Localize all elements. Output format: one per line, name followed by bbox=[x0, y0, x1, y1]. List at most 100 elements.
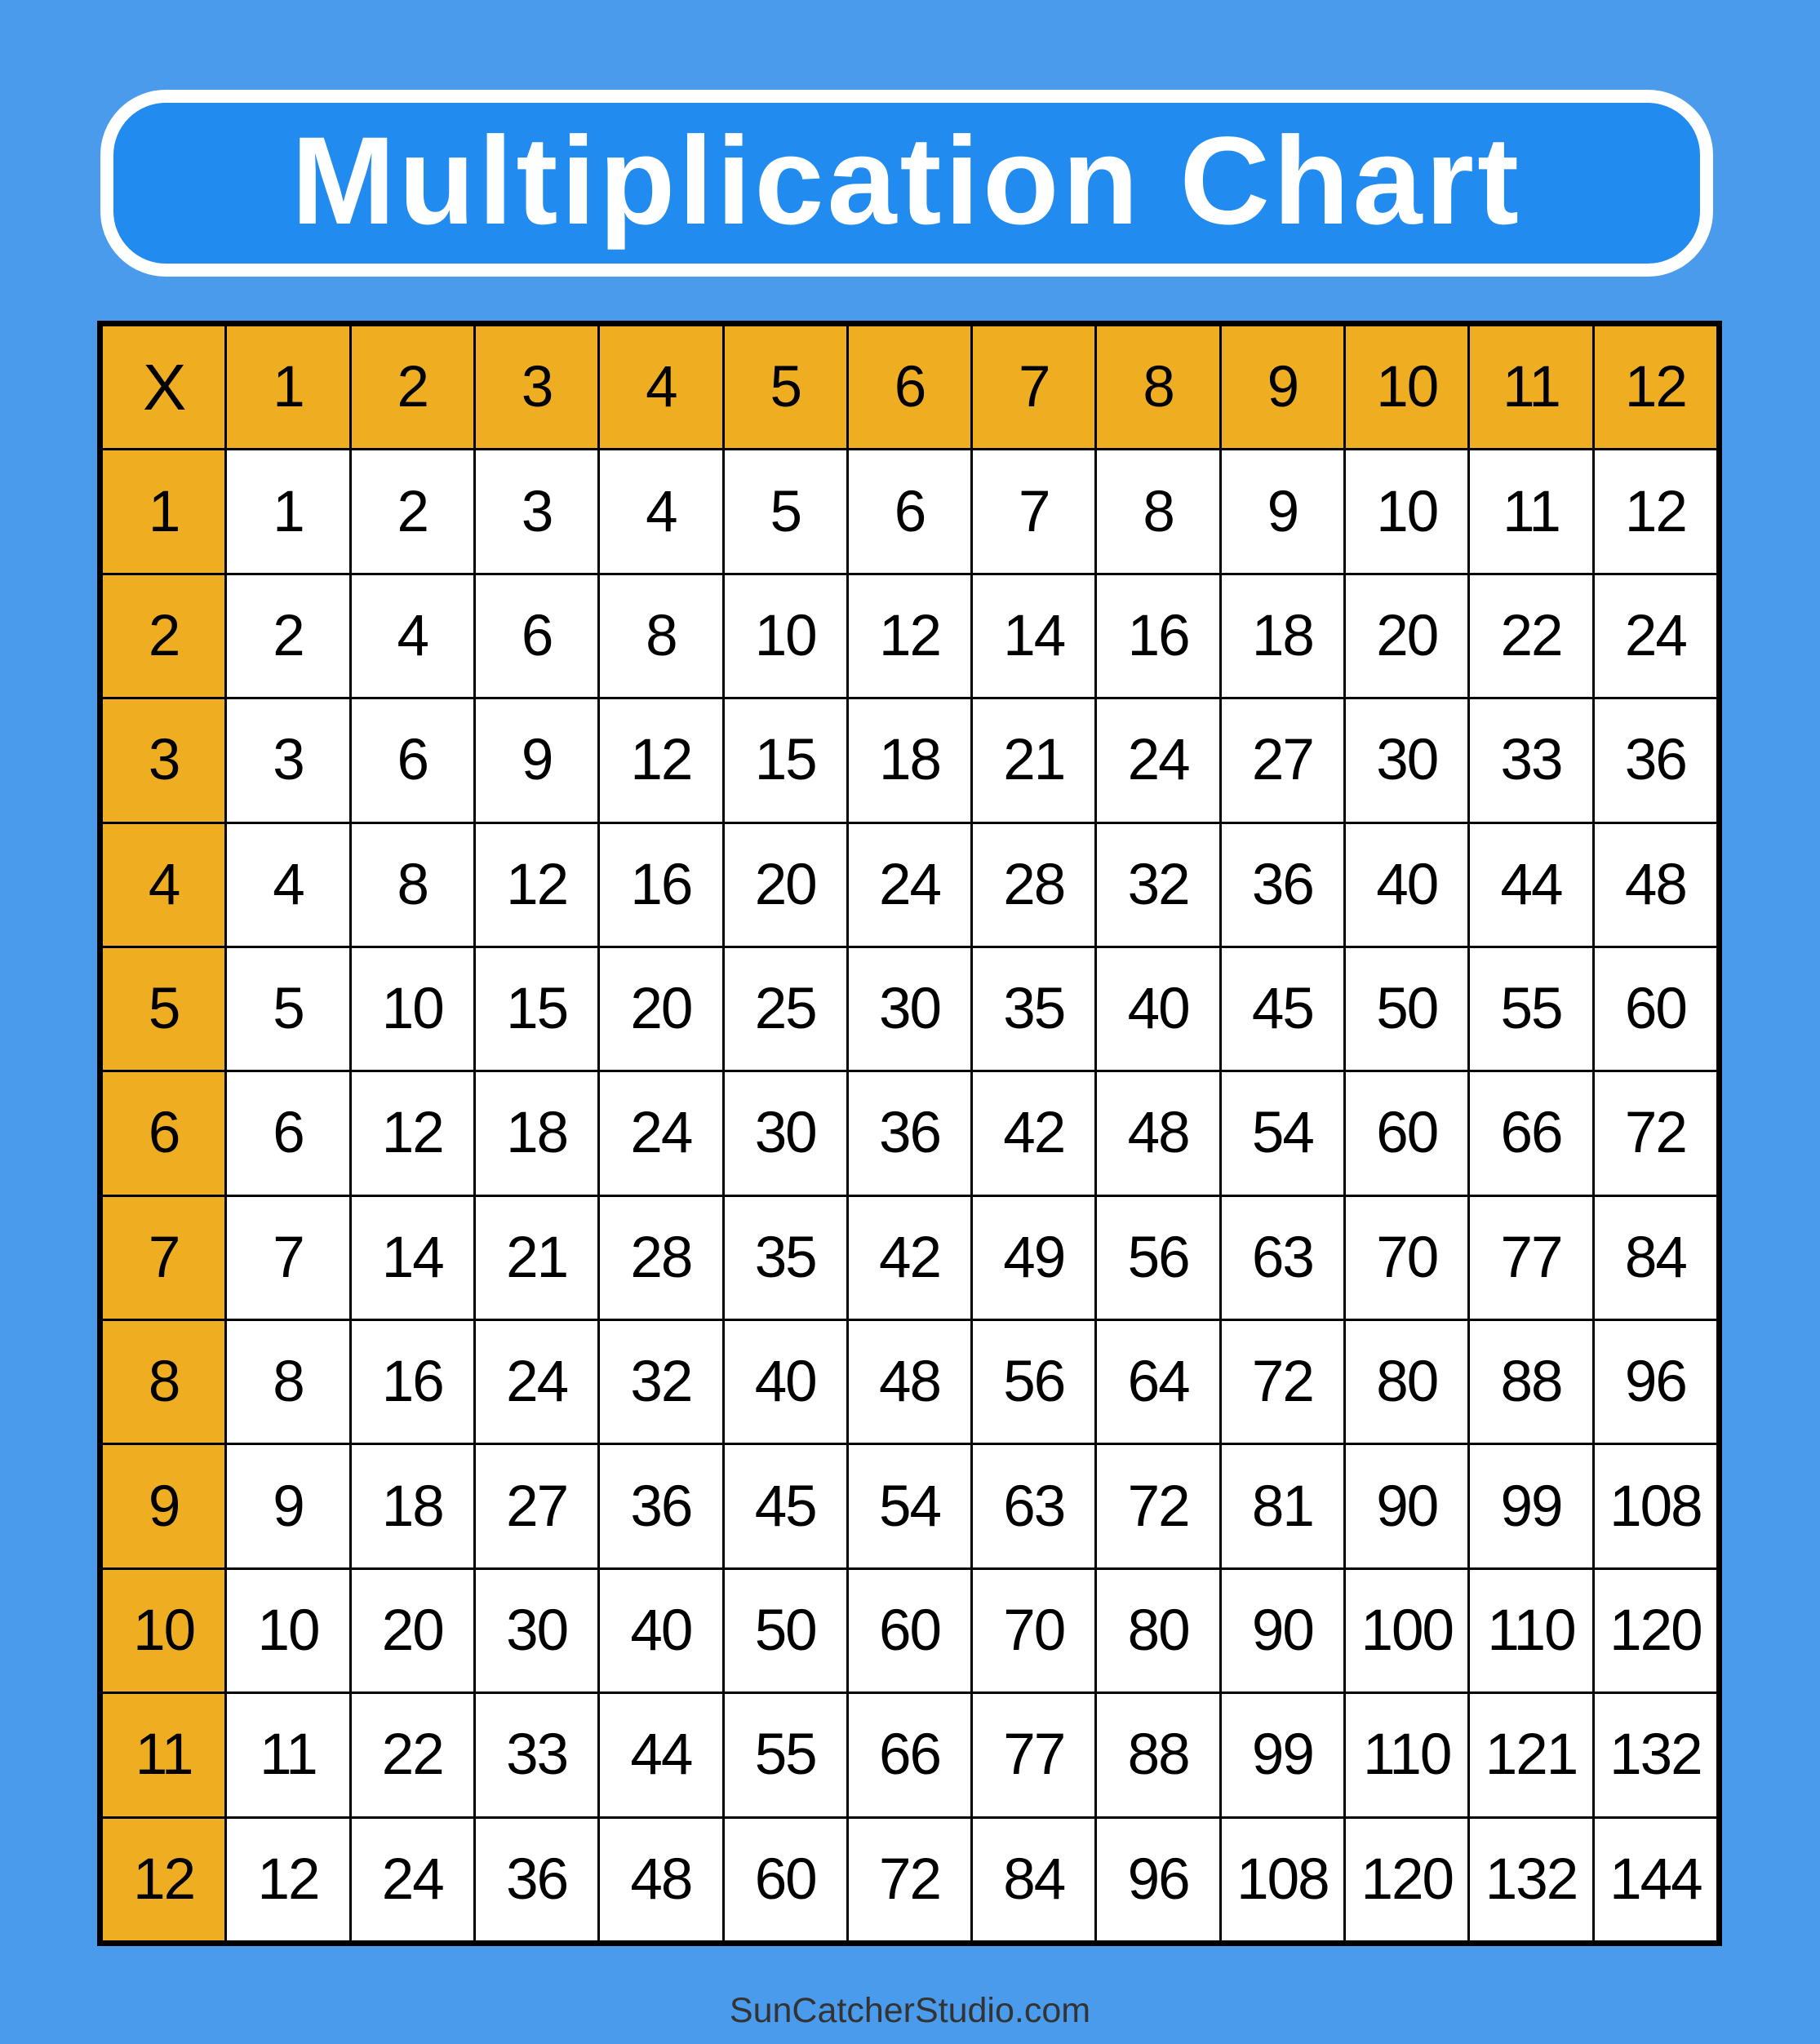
product-cell: 44 bbox=[600, 1694, 722, 1816]
product-cell: 22 bbox=[351, 1694, 473, 1816]
product-cell: 6 bbox=[227, 1072, 349, 1195]
product-cell: 42 bbox=[973, 1072, 1095, 1195]
product-cell: 16 bbox=[1097, 574, 1219, 698]
product-cell: 90 bbox=[1221, 1569, 1344, 1692]
product-cell: 72 bbox=[1594, 1072, 1716, 1195]
product-cell: 44 bbox=[1470, 823, 1592, 946]
product-cell: 6 bbox=[475, 574, 598, 698]
product-cell: 1 bbox=[227, 450, 349, 573]
column-header: 8 bbox=[1097, 326, 1219, 449]
product-cell: 10 bbox=[351, 947, 473, 1071]
product-cell: 72 bbox=[1097, 1445, 1219, 1567]
product-cell: 8 bbox=[600, 574, 722, 698]
product-cell: 18 bbox=[475, 1072, 598, 1195]
product-cell: 63 bbox=[973, 1445, 1095, 1567]
product-cell: 50 bbox=[1346, 947, 1468, 1071]
product-cell: 4 bbox=[600, 450, 722, 573]
product-cell: 6 bbox=[848, 450, 971, 573]
product-cell: 99 bbox=[1470, 1445, 1592, 1567]
product-cell: 10 bbox=[724, 574, 846, 698]
column-header: 1 bbox=[227, 326, 349, 449]
product-cell: 12 bbox=[227, 1818, 349, 1940]
product-cell: 7 bbox=[973, 450, 1095, 573]
product-cell: 81 bbox=[1221, 1445, 1344, 1567]
row-header: 4 bbox=[103, 823, 225, 946]
product-cell: 25 bbox=[724, 947, 846, 1071]
product-cell: 21 bbox=[475, 1196, 598, 1319]
product-cell: 9 bbox=[227, 1445, 349, 1567]
product-cell: 72 bbox=[1221, 1321, 1344, 1443]
column-header: 10 bbox=[1346, 326, 1468, 449]
product-cell: 60 bbox=[1594, 947, 1716, 1071]
product-cell: 77 bbox=[973, 1694, 1095, 1816]
product-cell: 80 bbox=[1097, 1569, 1219, 1692]
row-header: 11 bbox=[103, 1694, 225, 1816]
product-cell: 11 bbox=[227, 1694, 349, 1816]
product-cell: 24 bbox=[475, 1321, 598, 1443]
product-cell: 20 bbox=[351, 1569, 473, 1692]
product-cell: 56 bbox=[973, 1321, 1095, 1443]
product-cell: 12 bbox=[1594, 450, 1716, 573]
product-cell: 54 bbox=[1221, 1072, 1344, 1195]
product-cell: 42 bbox=[848, 1196, 971, 1319]
row-header: 12 bbox=[103, 1818, 225, 1940]
product-cell: 49 bbox=[973, 1196, 1095, 1319]
product-cell: 30 bbox=[475, 1569, 598, 1692]
product-cell: 4 bbox=[351, 574, 473, 698]
product-cell: 60 bbox=[724, 1818, 846, 1940]
product-cell: 56 bbox=[1097, 1196, 1219, 1319]
product-cell: 108 bbox=[1221, 1818, 1344, 1940]
row-header: 3 bbox=[103, 699, 225, 822]
row-header: 1 bbox=[103, 450, 225, 573]
product-cell: 16 bbox=[351, 1321, 473, 1443]
product-cell: 40 bbox=[724, 1321, 846, 1443]
product-cell: 6 bbox=[351, 699, 473, 822]
product-cell: 16 bbox=[600, 823, 722, 946]
product-cell: 36 bbox=[848, 1072, 971, 1195]
product-cell: 20 bbox=[600, 947, 722, 1071]
product-cell: 144 bbox=[1594, 1818, 1716, 1940]
product-cell: 77 bbox=[1470, 1196, 1592, 1319]
product-cell: 15 bbox=[724, 699, 846, 822]
product-cell: 12 bbox=[600, 699, 722, 822]
footer-credit: SunCatcherStudio.com bbox=[729, 1991, 1091, 2030]
column-header: 2 bbox=[351, 326, 473, 449]
row-header: 2 bbox=[103, 574, 225, 698]
product-cell: 40 bbox=[1346, 823, 1468, 946]
product-cell: 12 bbox=[351, 1072, 473, 1195]
product-cell: 5 bbox=[227, 947, 349, 1071]
product-cell: 24 bbox=[351, 1818, 473, 1940]
product-cell: 66 bbox=[1470, 1072, 1592, 1195]
product-cell: 60 bbox=[1346, 1072, 1468, 1195]
product-cell: 18 bbox=[848, 699, 971, 822]
product-cell: 132 bbox=[1594, 1694, 1716, 1816]
product-cell: 40 bbox=[1097, 947, 1219, 1071]
product-cell: 40 bbox=[600, 1569, 722, 1692]
product-cell: 8 bbox=[351, 823, 473, 946]
column-header: 11 bbox=[1470, 326, 1592, 449]
product-cell: 54 bbox=[848, 1445, 971, 1567]
product-cell: 99 bbox=[1221, 1694, 1344, 1816]
column-header: 7 bbox=[973, 326, 1095, 449]
product-cell: 64 bbox=[1097, 1321, 1219, 1443]
product-cell: 32 bbox=[1097, 823, 1219, 946]
product-cell: 121 bbox=[1470, 1694, 1592, 1816]
product-cell: 45 bbox=[724, 1445, 846, 1567]
product-cell: 132 bbox=[1470, 1818, 1592, 1940]
multiplication-table: X 1 2 3 4 5 6 7 8 9 10 11 12 1 1 2 3 4 5 6 7 8 9 10 11 12 2 2 4 6 8 10 1… bbox=[97, 321, 1722, 1946]
product-cell: 100 bbox=[1346, 1569, 1468, 1692]
product-cell: 36 bbox=[1594, 699, 1716, 822]
product-cell: 90 bbox=[1346, 1445, 1468, 1567]
product-cell: 63 bbox=[1221, 1196, 1344, 1319]
product-cell: 48 bbox=[1594, 823, 1716, 946]
product-cell: 3 bbox=[227, 699, 349, 822]
product-cell: 14 bbox=[973, 574, 1095, 698]
product-cell: 50 bbox=[724, 1569, 846, 1692]
page-title: Multiplication Chart bbox=[291, 111, 1522, 251]
product-cell: 96 bbox=[1594, 1321, 1716, 1443]
column-header: 5 bbox=[724, 326, 846, 449]
product-cell: 21 bbox=[973, 699, 1095, 822]
product-cell: 30 bbox=[1346, 699, 1468, 822]
product-cell: 35 bbox=[973, 947, 1095, 1071]
product-cell: 3 bbox=[475, 450, 598, 573]
